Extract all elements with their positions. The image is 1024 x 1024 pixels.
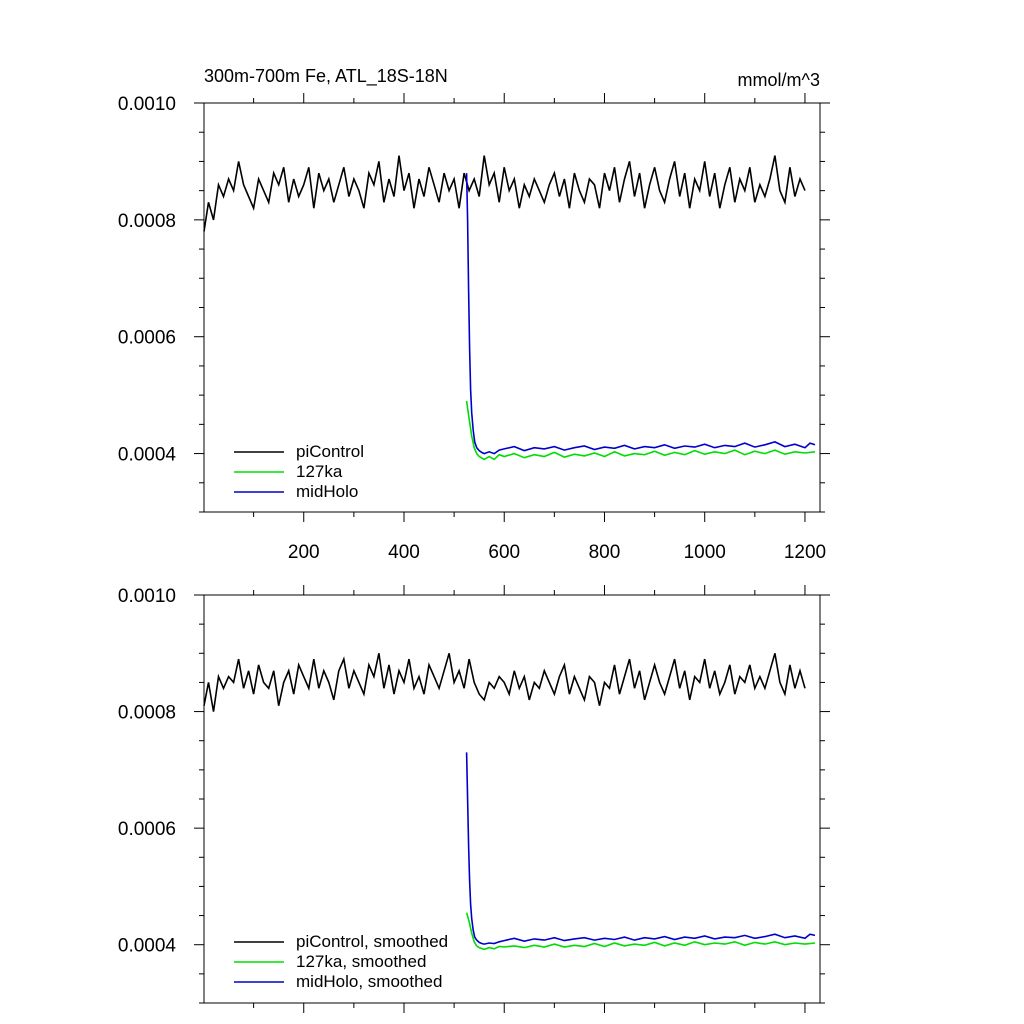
x-tick-label: 400 bbox=[388, 542, 420, 563]
series-line-picontrol bbox=[203, 155, 806, 232]
series-line-midholo bbox=[465, 173, 816, 455]
legend-label-midholo-smoothed: midHolo, smoothed bbox=[296, 972, 442, 991]
legend: piControl 127ka midHolo bbox=[234, 442, 364, 501]
y-tick-label: 0.0010 bbox=[118, 94, 176, 115]
y-tick-label: 0.0006 bbox=[118, 819, 176, 840]
series-line-127ka bbox=[465, 400, 816, 461]
series-line-midholo bbox=[465, 752, 816, 945]
x-tick-label: 1200 bbox=[784, 542, 826, 563]
y-tick-label: 0.0010 bbox=[118, 586, 176, 607]
units-label: mmol/m^3 bbox=[738, 70, 820, 90]
legend: piControl, smoothed 127ka, smoothed midH… bbox=[234, 932, 448, 991]
legend-label-picontrol-smoothed: piControl, smoothed bbox=[296, 932, 448, 951]
x-tick-label: 200 bbox=[288, 542, 320, 563]
y-tick-label: 0.0006 bbox=[118, 328, 176, 349]
chart-panel-bottom: 0.0004 0.0006 0.0008 0.0010 piControl, smoo… bbox=[118, 585, 830, 1013]
x-tick-label: 800 bbox=[589, 542, 621, 563]
legend-label-127ka-smoothed: 127ka, smoothed bbox=[296, 952, 426, 971]
series-line-127ka bbox=[465, 912, 816, 951]
y-tick-label: 0.0004 bbox=[118, 445, 177, 466]
y-tick-label: 0.0004 bbox=[118, 936, 177, 957]
x-tick-label: 600 bbox=[488, 542, 520, 563]
chart-title: 300m-700m Fe, ATL_18S-18N bbox=[204, 66, 448, 87]
plot-area: 0.0004 0.0006 0.0008 0.0010 bbox=[118, 585, 830, 1013]
series-line-picontrol bbox=[203, 653, 806, 712]
y-tick-label: 0.0008 bbox=[118, 703, 176, 724]
y-tick-label: 0.0008 bbox=[118, 211, 176, 232]
chart-panel-top: 300m-700m Fe, ATL_18S-18N mmol/m^3 200 40… bbox=[118, 66, 830, 563]
plot-area: 200 400 600 800 1000 1200 0.0004 0.0006 0.0008 0.… bbox=[118, 93, 830, 563]
x-tick-label: 1000 bbox=[684, 542, 726, 563]
legend-label-127ka: 127ka bbox=[296, 462, 343, 481]
legend-label-picontrol: piControl bbox=[296, 442, 364, 461]
legend-label-midholo: midHolo bbox=[296, 482, 358, 501]
